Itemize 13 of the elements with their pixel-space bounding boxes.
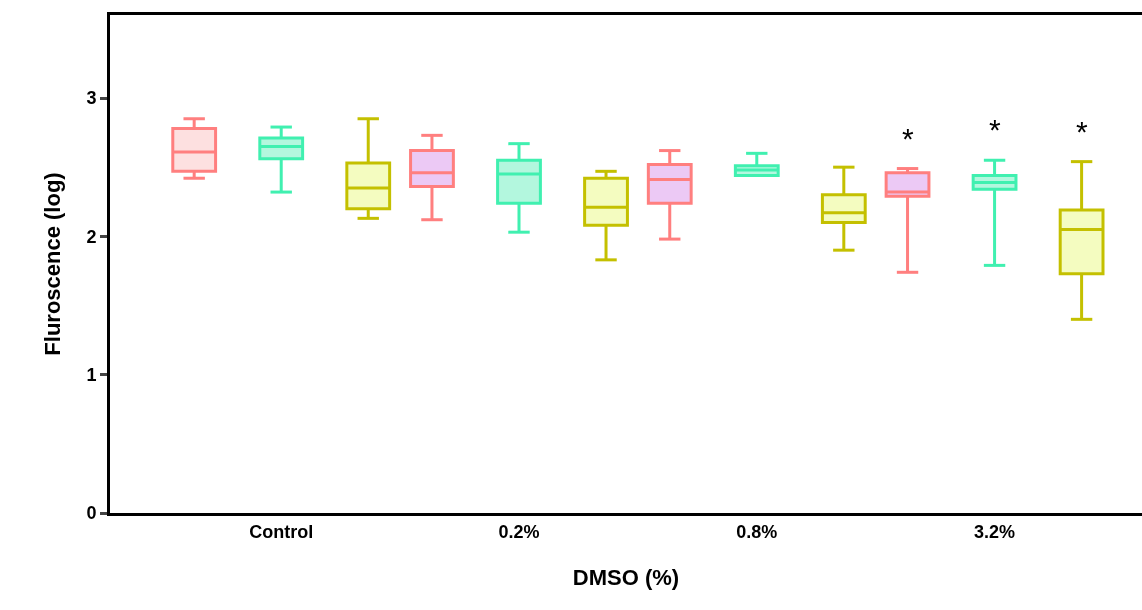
y-tick-label: 0 [86, 503, 97, 524]
x-tick-label: 0.2% [498, 521, 540, 542]
annotation: * [902, 122, 914, 155]
y-tick-label: 2 [86, 226, 97, 247]
annotation: * [989, 113, 1001, 146]
x-tick-label: Control [249, 521, 314, 542]
y-tick-label: 3 [86, 88, 97, 109]
y-tick-label: 1 [86, 364, 97, 385]
x-axis-title: DMSO (%) [572, 565, 680, 591]
annotation: * [1076, 115, 1088, 148]
x-tick-label: 0.8% [736, 521, 778, 542]
y-axis-title: Fluroscence (log) [40, 172, 66, 356]
x-tick-label: 3.2% [974, 521, 1016, 542]
